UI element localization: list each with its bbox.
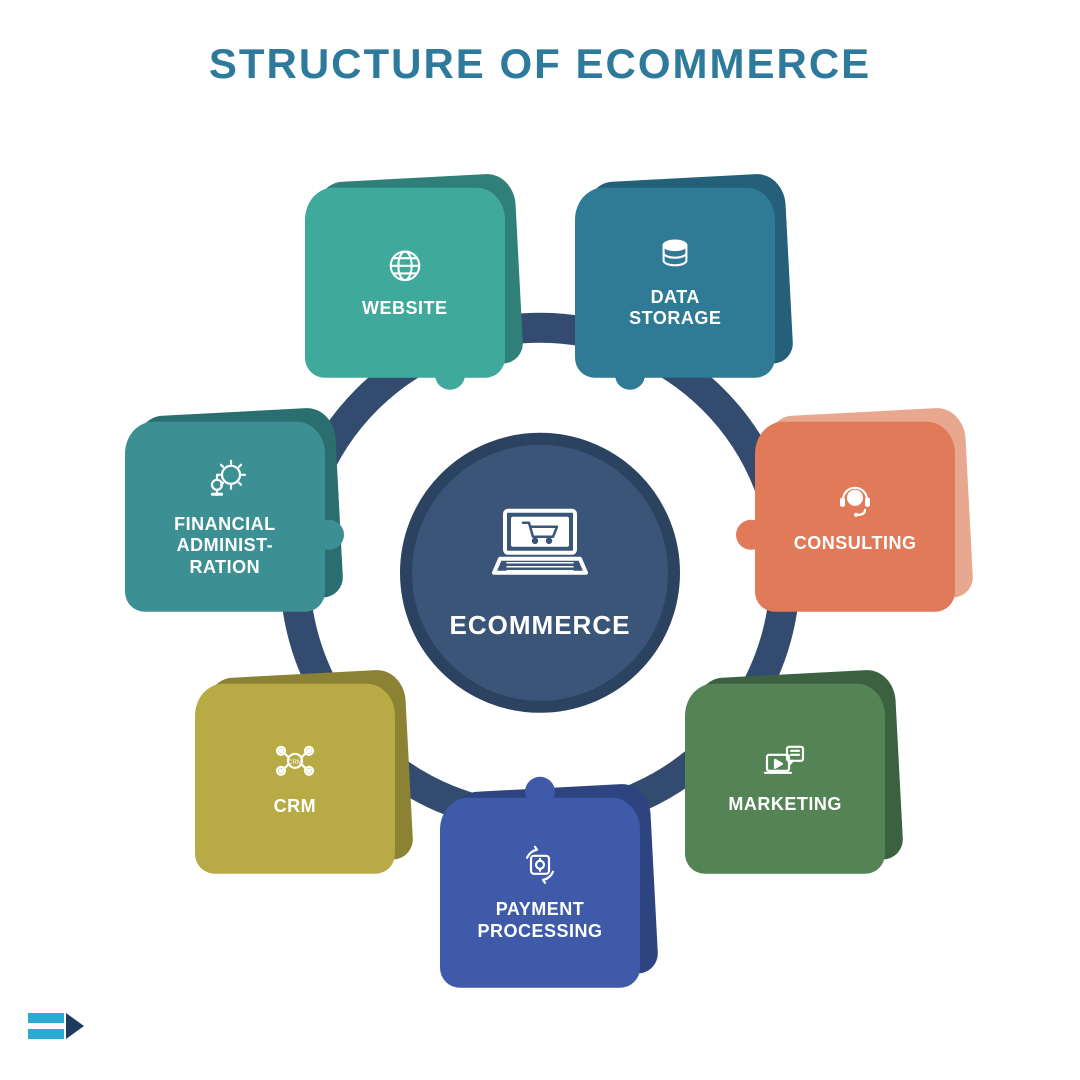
node-label: CRM (274, 796, 317, 818)
node-consulting: CONSULTING (755, 422, 955, 612)
crm-network-icon: CRM (273, 739, 317, 788)
center-label: ECOMMERCE (450, 610, 631, 641)
node-content: DATA STORAGE (575, 188, 775, 378)
node-content: PAYMENT PROCESSING (440, 798, 640, 988)
node-content: CRM CRM (195, 683, 395, 873)
node-website: WEBSITE (305, 188, 505, 378)
brand-logo (28, 1007, 88, 1052)
finance-gear-icon (203, 456, 247, 505)
ecommerce-diagram: ECOMMERCE WEBSITE DATA STORAGE CONSULTING M… (130, 163, 950, 983)
node-label: WEBSITE (362, 297, 448, 319)
svg-text:CRM: CRM (288, 760, 302, 766)
node-content: CONSULTING (755, 422, 955, 612)
node-content: WEBSITE (305, 188, 505, 378)
node-crm: CRM CRM (195, 683, 395, 873)
laptop-cart-icon (485, 505, 595, 600)
node-data-storage: DATA STORAGE (575, 188, 775, 378)
node-label: DATA STORAGE (629, 287, 721, 330)
node-content: MARKETING (685, 683, 885, 873)
node-payment: PAYMENT PROCESSING (440, 798, 640, 988)
node-label: PAYMENT PROCESSING (477, 899, 602, 942)
database-icon (656, 236, 694, 279)
headset-icon (835, 480, 875, 525)
media-icon (763, 741, 807, 786)
node-label: CONSULTING (794, 533, 917, 555)
payment-cycle-icon (519, 844, 561, 891)
node-label: FINANCIAL ADMINIST- RATION (174, 513, 276, 578)
node-label: MARKETING (728, 794, 842, 816)
center-circle: ECOMMERCE (400, 433, 680, 713)
globe-icon (386, 246, 424, 289)
page-title: STRUCTURE OF ECOMMERCE (0, 40, 1080, 88)
node-marketing: MARKETING (685, 683, 885, 873)
node-financial: FINANCIAL ADMINIST- RATION (125, 422, 325, 612)
node-content: FINANCIAL ADMINIST- RATION (125, 422, 325, 612)
